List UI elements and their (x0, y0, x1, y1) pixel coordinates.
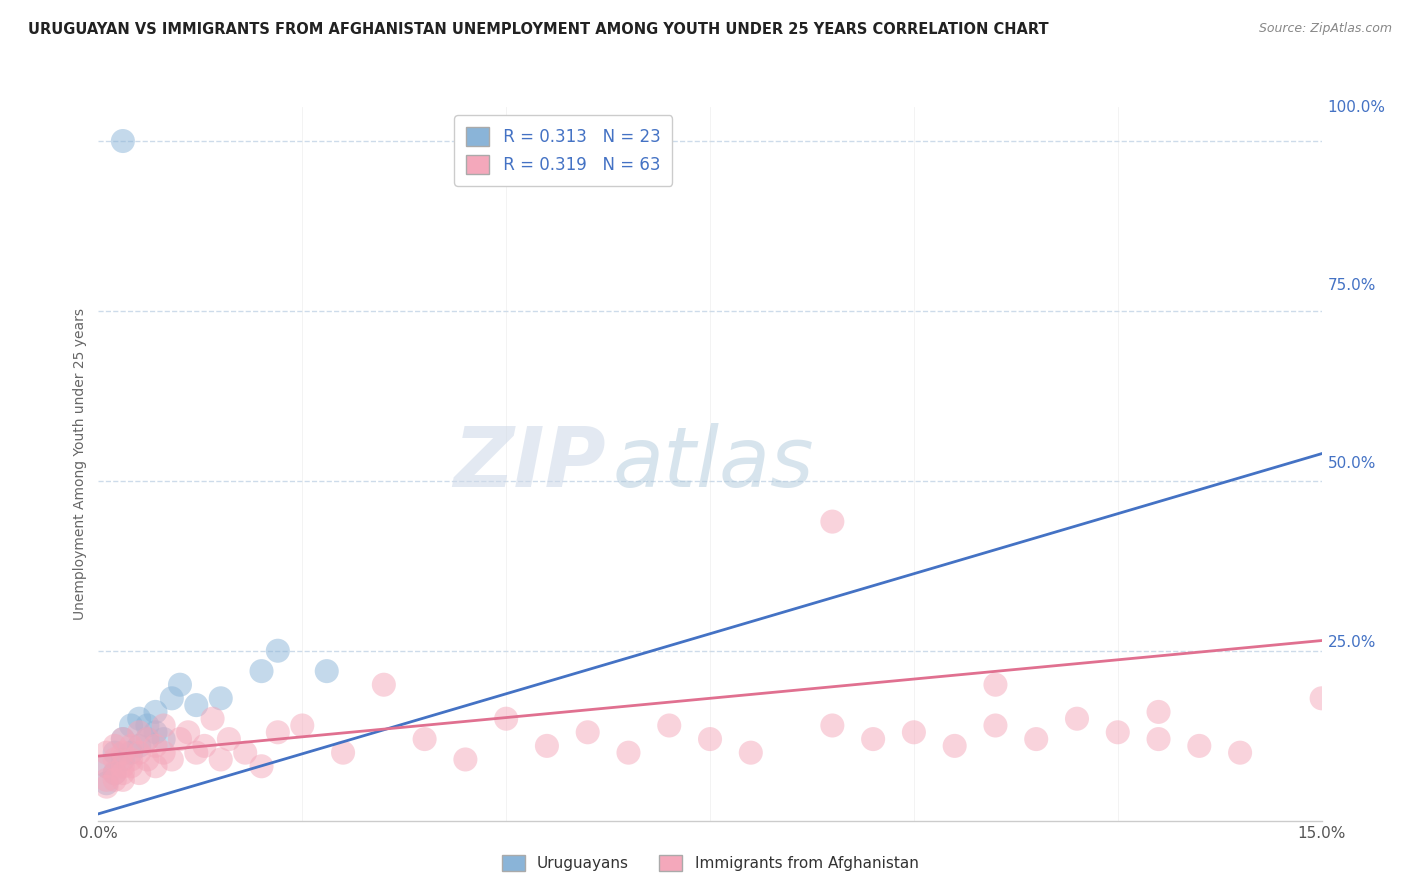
Point (120, 739, 142, 753)
Point (332, 746, 354, 760)
Point (111, 134, 134, 148)
Point (209, 752, 232, 766)
Point (454, 752, 477, 766)
Text: Source: ZipAtlas.com: Source: ZipAtlas.com (1258, 22, 1392, 36)
Point (96, 759, 118, 773)
Point (104, 772, 127, 787)
Point (617, 746, 640, 760)
Point (136, 752, 159, 766)
Point (1025, 732, 1047, 747)
Point (1310, 691, 1333, 706)
Point (1107, 725, 1129, 739)
Point (145, 759, 167, 773)
Point (104, 766, 127, 780)
Point (193, 739, 215, 753)
Point (111, 732, 134, 747)
Point (104, 746, 127, 760)
Point (250, 664, 273, 678)
Point (373, 678, 395, 692)
Point (821, 515, 844, 529)
Point (96, 780, 118, 794)
Point (104, 739, 127, 753)
Point (136, 732, 159, 747)
Point (658, 718, 681, 732)
Text: URUGUAYAN VS IMMIGRANTS FROM AFGHANISTAN UNEMPLOYMENT AMONG YOUTH UNDER 25 YEARS: URUGUAYAN VS IMMIGRANTS FROM AFGHANISTAN… (28, 22, 1049, 37)
Y-axis label: Unemployment Among Youth under 25 years: Unemployment Among Youth under 25 years (73, 308, 87, 620)
Point (536, 739, 558, 753)
Point (160, 752, 183, 766)
Point (218, 732, 240, 747)
Point (96, 746, 118, 760)
Point (96, 759, 118, 773)
Point (1066, 712, 1088, 726)
Point (136, 718, 159, 732)
Point (169, 678, 191, 692)
Point (209, 691, 232, 706)
Point (186, 746, 208, 760)
Text: ZIP: ZIP (453, 424, 606, 504)
Point (315, 664, 337, 678)
Point (104, 766, 127, 780)
Point (862, 732, 884, 747)
Point (169, 732, 191, 747)
Point (186, 698, 208, 712)
Point (104, 752, 127, 766)
Text: 100.0%: 100.0% (1327, 100, 1386, 114)
Text: 50.0%: 50.0% (1327, 457, 1376, 471)
Point (111, 746, 134, 760)
Point (1147, 732, 1170, 747)
Point (145, 725, 167, 739)
Point (145, 705, 167, 719)
Point (145, 739, 167, 753)
Point (111, 772, 134, 787)
Point (152, 718, 174, 732)
Point (128, 725, 150, 739)
Point (943, 739, 966, 753)
Point (984, 678, 1007, 692)
Point (111, 759, 134, 773)
Point (128, 739, 150, 753)
Point (111, 732, 134, 747)
Point (128, 766, 150, 780)
Point (96, 772, 118, 787)
Text: atlas: atlas (612, 424, 814, 504)
Point (128, 746, 150, 760)
Point (1229, 746, 1251, 760)
Point (267, 725, 290, 739)
Point (120, 718, 142, 732)
Point (984, 718, 1007, 732)
Point (267, 644, 290, 658)
Point (821, 718, 844, 732)
Text: 75.0%: 75.0% (1327, 278, 1376, 293)
Point (201, 712, 224, 726)
Point (495, 712, 517, 726)
Legend: Uruguayans, Immigrants from Afghanistan: Uruguayans, Immigrants from Afghanistan (495, 849, 925, 877)
Point (152, 732, 174, 747)
Point (699, 732, 721, 747)
Point (111, 752, 134, 766)
Point (120, 752, 142, 766)
Point (152, 746, 174, 760)
Point (1147, 705, 1170, 719)
Point (291, 718, 314, 732)
Point (177, 725, 200, 739)
Point (1188, 739, 1211, 753)
Point (903, 725, 925, 739)
Point (413, 732, 436, 747)
Point (96, 776, 118, 790)
Point (120, 759, 142, 773)
Point (128, 712, 150, 726)
Point (250, 759, 273, 773)
Point (136, 732, 159, 747)
Point (740, 746, 762, 760)
Point (233, 746, 256, 760)
Text: 25.0%: 25.0% (1327, 635, 1376, 649)
Point (120, 746, 142, 760)
Point (160, 691, 183, 706)
Point (111, 766, 134, 780)
Point (576, 725, 599, 739)
